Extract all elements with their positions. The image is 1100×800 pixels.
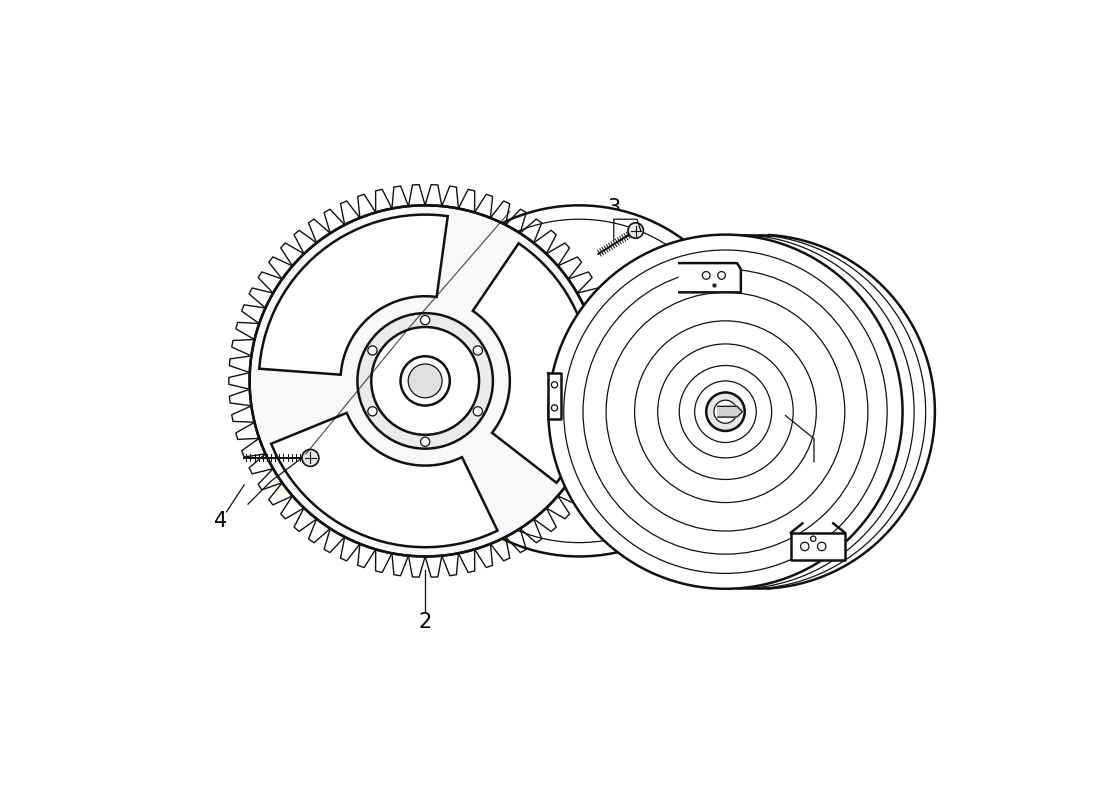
Circle shape (641, 358, 651, 367)
Text: 4: 4 (214, 511, 228, 531)
Circle shape (507, 394, 517, 403)
Circle shape (717, 271, 726, 279)
Text: 3: 3 (607, 198, 620, 218)
Circle shape (548, 234, 902, 589)
Circle shape (358, 313, 493, 449)
Circle shape (593, 310, 602, 318)
Circle shape (551, 405, 558, 411)
Circle shape (551, 382, 558, 388)
Circle shape (420, 437, 430, 446)
Circle shape (367, 406, 377, 416)
Circle shape (404, 206, 755, 557)
Polygon shape (548, 373, 561, 419)
Polygon shape (717, 406, 743, 417)
Polygon shape (473, 243, 592, 483)
Polygon shape (272, 413, 497, 547)
Circle shape (400, 356, 450, 406)
Circle shape (811, 536, 816, 542)
Circle shape (703, 271, 711, 279)
Circle shape (624, 426, 632, 434)
Polygon shape (680, 263, 741, 292)
Circle shape (367, 346, 377, 355)
Text: eu: eu (276, 368, 466, 502)
Circle shape (420, 315, 430, 325)
Circle shape (473, 406, 483, 416)
Polygon shape (791, 533, 845, 560)
Circle shape (301, 450, 319, 466)
Circle shape (250, 206, 601, 557)
Text: 1: 1 (807, 462, 821, 482)
Circle shape (526, 327, 535, 337)
Polygon shape (260, 214, 448, 374)
Circle shape (817, 542, 826, 550)
Circle shape (544, 346, 614, 415)
Circle shape (473, 346, 483, 355)
Circle shape (801, 542, 808, 550)
Circle shape (408, 364, 442, 398)
Text: a passion for parts: a passion for parts (272, 468, 594, 563)
Circle shape (372, 327, 480, 434)
Circle shape (714, 400, 737, 423)
Text: 2: 2 (418, 612, 432, 632)
Circle shape (706, 393, 745, 431)
Circle shape (628, 223, 643, 238)
Circle shape (557, 443, 565, 453)
